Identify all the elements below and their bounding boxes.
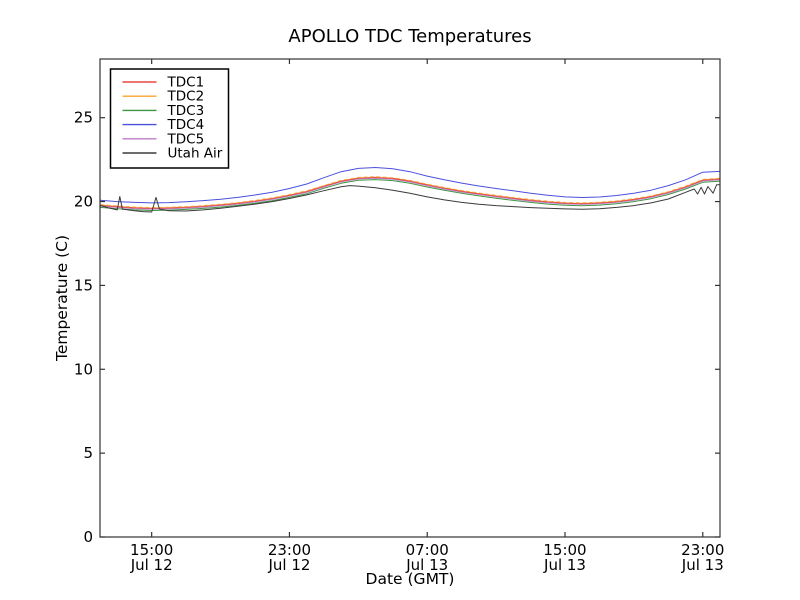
legend-label-utah-air: Utah Air [168, 146, 223, 162]
legend-label-tdc4: TDC4 [167, 117, 205, 133]
y-tick-label: 10 [74, 360, 93, 378]
x-tick-label-time: 15:00 [130, 541, 173, 559]
series-line-tdc2 [100, 176, 720, 209]
x-tick-label-date: Jul 12 [130, 556, 173, 574]
x-tick-label-time: 15:00 [543, 541, 586, 559]
x-tick-label-time: 07:00 [406, 541, 449, 559]
x-tick-label-date: Jul 12 [267, 556, 310, 574]
plot-area-border [99, 58, 721, 538]
y-axis-label: Temperature (C) [53, 235, 71, 362]
legend-label-tdc2: TDC2 [167, 89, 205, 105]
legend-label-tdc3: TDC3 [167, 103, 205, 119]
legend-box [109, 68, 230, 169]
x-tick-label-date: Jul 13 [405, 556, 448, 574]
x-tick-label-time: 23:00 [681, 541, 724, 559]
series-line-tdc5 [100, 177, 720, 210]
x-axis-label: Date (GMT) [366, 570, 455, 588]
series-line-tdc1 [100, 176, 720, 209]
x-tick-label-time: 23:00 [268, 541, 311, 559]
series-group [100, 167, 720, 213]
x-tick-label-date: Jul 13 [543, 556, 586, 574]
series-line-utah-air [100, 184, 720, 213]
chart-title: APOLLO TDC Temperatures [288, 26, 531, 47]
y-tick-label: 0 [83, 528, 93, 546]
legend-label-tdc1: TDC1 [167, 75, 205, 91]
y-tick-label: 25 [74, 109, 93, 127]
series-line-tdc4 [100, 167, 720, 204]
series-line-tdc3 [100, 179, 720, 211]
y-tick-label: 20 [74, 193, 93, 211]
legend-label-tdc5: TDC5 [167, 131, 205, 147]
x-tick-label-date: Jul 13 [681, 556, 724, 574]
y-tick-label: 15 [74, 276, 93, 294]
y-tick-label: 5 [83, 444, 93, 462]
